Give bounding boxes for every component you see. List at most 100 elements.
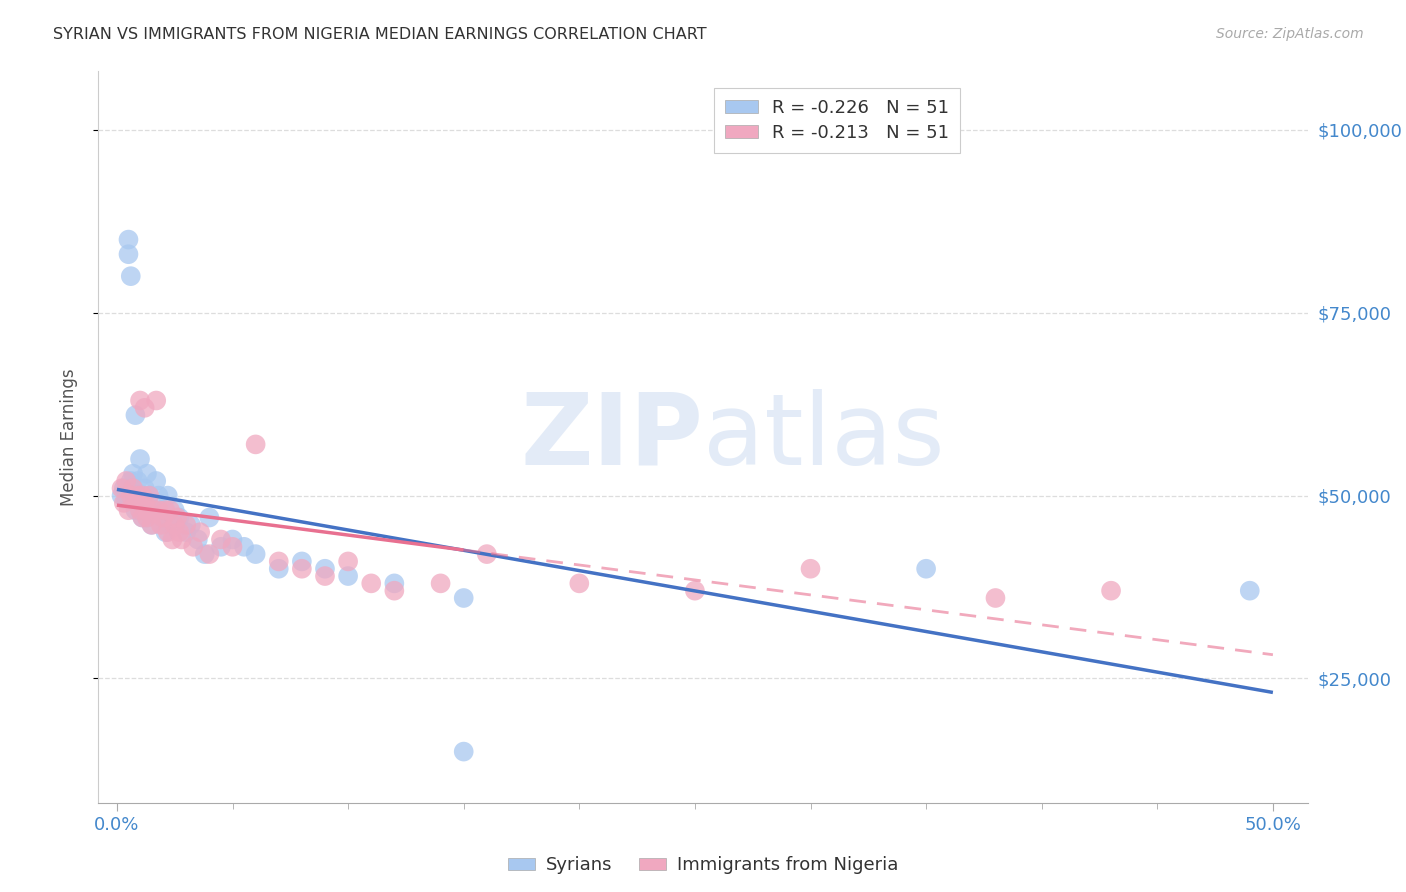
Point (134, 496, 156, 510)
Point (245, 437, 267, 451)
Text: ZIP: ZIP (520, 389, 703, 485)
Point (115, 492, 138, 507)
Legend: Syrians, Immigrants from Nigeria: Syrians, Immigrants from Nigeria (501, 849, 905, 881)
Point (163, 517, 186, 532)
Point (124, 503, 146, 517)
Point (110, 481, 132, 495)
Point (141, 517, 163, 532)
Point (148, 489, 170, 503)
Point (124, 408, 146, 422)
Point (148, 503, 170, 517)
Point (129, 452, 152, 467)
Point (174, 525, 197, 540)
Point (127, 489, 149, 503)
Point (131, 510, 153, 524)
Point (136, 510, 159, 524)
Point (169, 510, 191, 524)
Point (429, 576, 451, 591)
Point (453, 745, 475, 759)
Point (156, 525, 179, 540)
Point (568, 576, 591, 591)
Point (187, 533, 209, 547)
Text: Source: ZipAtlas.com: Source: ZipAtlas.com (1216, 27, 1364, 41)
Point (120, 474, 142, 488)
Point (115, 474, 138, 488)
Point (169, 525, 191, 540)
Point (314, 562, 336, 576)
Point (1239, 583, 1261, 598)
Point (122, 481, 145, 495)
Point (145, 474, 167, 488)
Point (136, 467, 159, 481)
Point (131, 489, 153, 503)
Point (683, 583, 706, 598)
Point (141, 517, 163, 532)
Point (120, 489, 142, 503)
Text: atlas: atlas (703, 389, 945, 485)
Point (145, 393, 167, 408)
Point (112, 496, 135, 510)
Point (382, 576, 405, 591)
Point (382, 583, 405, 598)
Point (475, 547, 498, 561)
Point (163, 503, 186, 517)
Point (174, 517, 197, 532)
Point (122, 489, 145, 503)
Point (152, 510, 174, 524)
Point (129, 503, 152, 517)
Point (267, 554, 290, 568)
Point (198, 510, 221, 524)
Point (136, 503, 159, 517)
Point (127, 474, 149, 488)
Point (117, 503, 139, 517)
Point (152, 510, 174, 524)
Point (984, 591, 1007, 605)
Text: SYRIAN VS IMMIGRANTS FROM NIGERIA MEDIAN EARNINGS CORRELATION CHART: SYRIAN VS IMMIGRANTS FROM NIGERIA MEDIAN… (53, 27, 707, 42)
Point (117, 233, 139, 247)
Point (134, 481, 156, 495)
Point (194, 547, 217, 561)
Point (221, 533, 243, 547)
Point (162, 533, 184, 547)
Point (156, 489, 179, 503)
Point (112, 481, 135, 495)
Point (127, 496, 149, 510)
Point (245, 547, 267, 561)
Point (138, 489, 160, 503)
Y-axis label: Median Earnings: Median Earnings (59, 368, 77, 506)
Point (134, 496, 156, 510)
Point (221, 540, 243, 554)
Point (138, 489, 160, 503)
Point (124, 492, 146, 507)
Point (155, 525, 177, 540)
Point (129, 393, 152, 408)
Point (453, 591, 475, 605)
Point (799, 562, 821, 576)
Point (233, 540, 256, 554)
Point (149, 503, 172, 517)
Point (131, 489, 153, 503)
Point (155, 503, 177, 517)
Point (209, 533, 232, 547)
Point (291, 554, 314, 568)
Point (180, 517, 202, 532)
Point (337, 554, 360, 568)
Point (166, 510, 188, 524)
Point (117, 247, 139, 261)
Point (138, 503, 160, 517)
Point (915, 562, 938, 576)
Point (314, 569, 336, 583)
Point (120, 269, 142, 284)
Point (159, 517, 181, 532)
Point (198, 547, 221, 561)
Point (110, 489, 132, 503)
Point (131, 510, 153, 524)
Point (149, 517, 172, 532)
Point (267, 562, 290, 576)
Point (142, 503, 165, 517)
Point (129, 503, 152, 517)
Point (1099, 583, 1122, 598)
Point (360, 576, 382, 591)
Point (291, 562, 314, 576)
Point (181, 540, 204, 554)
